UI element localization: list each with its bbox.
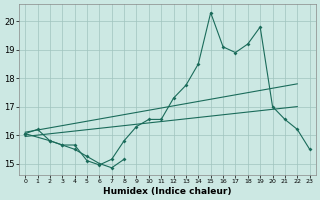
X-axis label: Humidex (Indice chaleur): Humidex (Indice chaleur) — [103, 187, 232, 196]
